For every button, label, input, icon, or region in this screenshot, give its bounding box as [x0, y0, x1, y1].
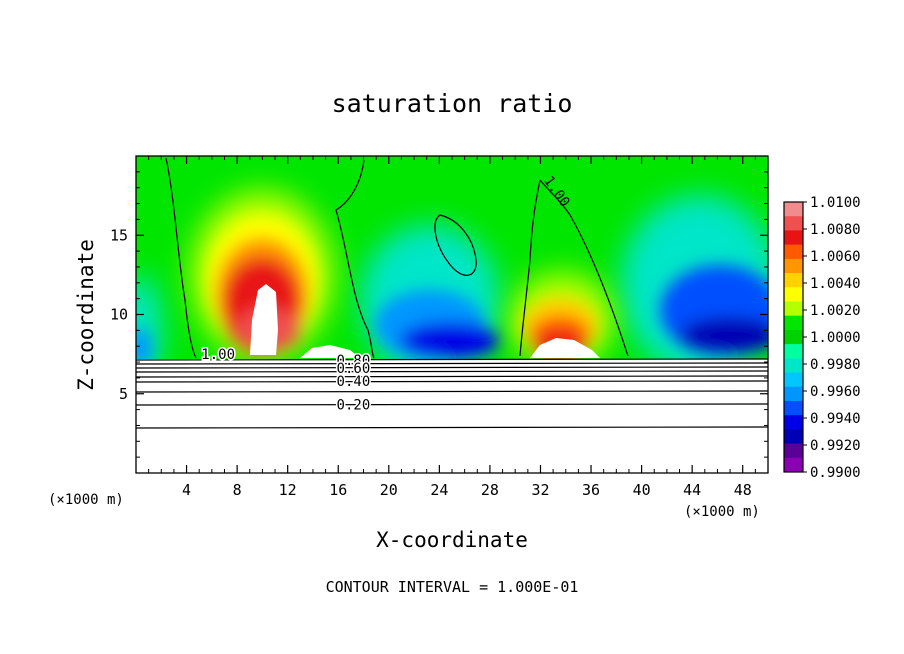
x-tick-label: 24 — [430, 481, 448, 499]
colorbar-label: 0.9940 — [810, 411, 861, 427]
x-tick-label: 16 — [329, 481, 347, 499]
contour-interval-note: CONTOUR INTERVAL = 1.000E-01 — [326, 578, 579, 596]
x-tick-label: 36 — [582, 481, 600, 499]
x-tick-label: 4 — [182, 481, 191, 499]
x-tick-label: 12 — [279, 481, 297, 499]
y-axis: 5 10 15 — [110, 171, 768, 458]
x-unit-left: (×1000 m) — [48, 492, 124, 508]
colorbar-swatch — [784, 329, 803, 345]
colorbar-swatch — [784, 202, 803, 217]
colorbar-swatch — [784, 244, 803, 260]
contour-lines — [135, 157, 769, 429]
contour-label: 0.40 — [337, 374, 371, 390]
colorbar-label: 1.0000 — [810, 330, 861, 346]
y-tick-label: 10 — [110, 306, 128, 324]
contour-label: 0.80 — [337, 353, 371, 369]
colorbar-swatch — [784, 415, 803, 430]
chart-title: saturation ratio — [332, 89, 573, 118]
colorbar-label: 1.0060 — [810, 249, 861, 265]
colorbar: 1.0100 1.0080 1.0060 1.0040 1.0020 1.0000 0.99… — [783, 195, 861, 481]
colorbar-swatch — [784, 344, 803, 359]
colorbar-swatch — [784, 315, 803, 331]
colorbar-label: 1.0020 — [810, 303, 861, 319]
colorbar-label: 0.9960 — [810, 384, 861, 400]
x-tick-label: 20 — [380, 481, 398, 499]
y-tick-label: 5 — [119, 385, 128, 403]
colorbar-swatch — [784, 287, 803, 302]
x-tick-label: 40 — [633, 481, 651, 499]
saturation-field — [136, 156, 768, 359]
x-axis-label: X-coordinate — [376, 528, 528, 552]
colorbar-swatch — [784, 358, 803, 374]
colorbar-swatch — [784, 400, 803, 416]
contour-label: 0.60 — [337, 361, 371, 377]
contour-label: 0.20 — [337, 398, 371, 414]
colorbar-label: 0.9920 — [810, 438, 861, 454]
x-tick-label: 48 — [734, 481, 752, 499]
colorbar-swatch — [784, 443, 803, 459]
colorbar-label: 1.0080 — [810, 222, 861, 238]
x-tick-label: 32 — [531, 481, 549, 499]
colorbar-swatch — [784, 273, 803, 288]
colorbar-swatch — [784, 216, 803, 231]
x-axis: 4 8 12 16 20 24 28 32 36 40 44 48 — [148, 156, 756, 499]
x-tick-label: 44 — [683, 481, 701, 499]
colorbar-label: 1.0040 — [810, 276, 861, 292]
colorbar-swatch — [784, 372, 803, 388]
y-tick-label: 15 — [110, 226, 128, 244]
x-tick-label: 28 — [481, 481, 499, 499]
colorbar-swatch — [784, 429, 803, 445]
colorbar-label: 1.0100 — [810, 195, 861, 211]
colorbar-swatch — [784, 230, 803, 246]
colorbar-label: 0.9980 — [810, 357, 861, 373]
contour-label: 1.00 — [201, 347, 235, 363]
colorbar-label: 0.9900 — [810, 465, 861, 481]
colorbar-swatch — [784, 301, 803, 317]
x-unit-right: (×1000 m) — [684, 504, 760, 520]
colorbar-swatch — [784, 457, 803, 473]
y-axis-label: Z-coordinate — [74, 239, 98, 391]
colorbar-swatch — [784, 258, 803, 274]
colorbar-swatch — [784, 386, 803, 402]
x-tick-label: 8 — [233, 481, 242, 499]
